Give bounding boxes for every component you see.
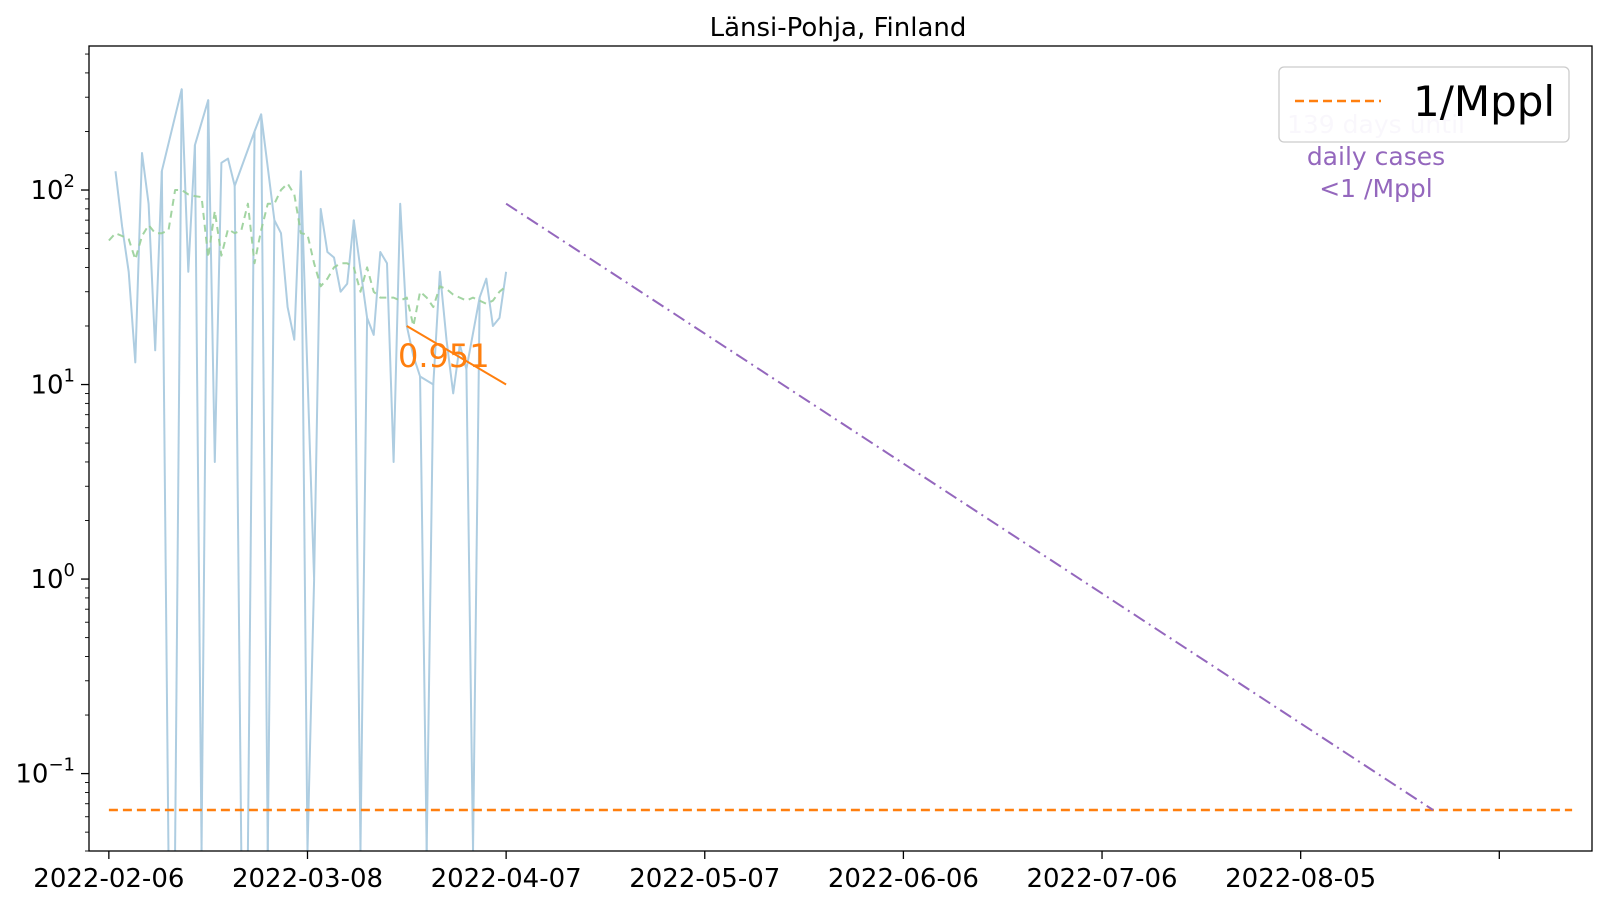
daily-zero-rise xyxy=(266,220,276,852)
daily-zero-rise xyxy=(425,384,435,852)
x-tick-label: 2022-06-06 xyxy=(828,864,979,894)
legend-box xyxy=(1278,66,1570,143)
daily-zero-drop xyxy=(352,220,362,852)
projection-note-line: <1 /Mppl xyxy=(1319,174,1432,203)
x-axis: 2022-02-06 2022-03-08 2022-04-07 2022-05-07… xyxy=(33,851,1500,894)
x-tick-label: 2022-03-08 xyxy=(232,864,383,894)
x-tick-label: 2022-07-06 xyxy=(1026,864,1177,894)
daily-zero-drop xyxy=(193,145,203,852)
daily-zero-drop xyxy=(465,369,475,852)
series-line-daily xyxy=(114,88,508,581)
chart-legend: 1/Mppl xyxy=(1278,66,1570,143)
daily-zero-rise xyxy=(200,100,210,852)
daily-zero-drop xyxy=(260,114,269,852)
daily-zero-rise xyxy=(306,579,316,852)
x-tick-label: 2022-08-05 xyxy=(1225,864,1376,894)
series-line-smoothed xyxy=(108,182,507,327)
daily-zero-rise xyxy=(174,89,183,852)
series-line-projection xyxy=(505,202,1434,811)
daily-zero-drop xyxy=(299,171,309,852)
trend-ratio-label: 0.951 xyxy=(398,337,490,375)
daily-zero-rise xyxy=(472,297,481,852)
daily-zero-drop xyxy=(233,185,243,852)
legend-label-1-mppl: 1/Mppl xyxy=(1413,77,1555,126)
y-tick-label: 100 xyxy=(30,560,75,595)
x-tick-label: 2022-05-07 xyxy=(629,864,780,894)
y-tick-label: 102 xyxy=(30,171,75,206)
y-axis: 10−1 100 101 102 xyxy=(15,53,89,852)
y-tick-label: 101 xyxy=(30,366,75,401)
plot-series xyxy=(108,88,1573,852)
x-tick-label: 2022-02-06 xyxy=(33,864,184,894)
chart-title: Länsi-Pohja, Finland xyxy=(710,13,967,43)
projection-note-line: daily cases xyxy=(1307,142,1445,171)
daily-zero-rise xyxy=(359,317,369,852)
daily-zero-drop xyxy=(419,376,428,852)
daily-zero-drop xyxy=(160,171,170,852)
y-tick-label: 10−1 xyxy=(15,755,75,790)
x-tick-label: 2022-04-07 xyxy=(431,864,582,894)
series-line-trend xyxy=(406,325,507,386)
plot-area-frame xyxy=(88,45,1593,852)
